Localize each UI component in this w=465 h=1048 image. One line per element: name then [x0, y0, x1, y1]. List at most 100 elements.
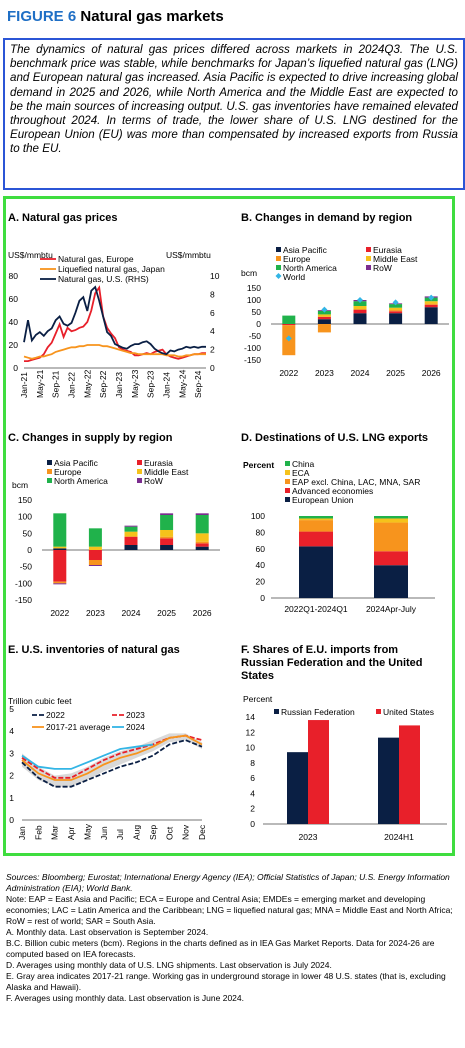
chart-f-xtick-0: 2023 — [299, 832, 318, 842]
chart-e-series-0 — [21, 739, 203, 788]
chart-b-bar-4-0 — [282, 315, 296, 324]
chart-b-bar-3-1 — [317, 314, 331, 317]
chart-e-xtick-4: May — [82, 823, 92, 840]
chart-a-legend-label-1: Liquefied natural gas, Japan — [58, 264, 165, 274]
chart-f-y-tick-0: 0 — [250, 819, 255, 829]
chart-c-legend-label-1: Eurasia — [144, 458, 173, 468]
chart-c-bar-5-2 — [124, 525, 138, 527]
chart-d-y-tick-3: 60 — [256, 544, 266, 554]
chart-f-ylabel: Percent — [243, 694, 273, 704]
chart-b-bar-3-3 — [389, 307, 403, 311]
chart-a-yleft-tick-3: 60 — [9, 294, 19, 304]
chart-a-legend-label-0: Natural gas, Europe — [58, 254, 134, 264]
chart-f-bar-0-1 — [378, 737, 399, 824]
chart-c-bar-5-4 — [195, 513, 209, 515]
chart-c-bar-0-3 — [160, 545, 174, 550]
note-sources: Sources: Bloomberg; Eurostat; Internatio… — [6, 872, 450, 893]
chart-b-bar-1-3 — [389, 311, 403, 314]
chart-c-bar-3-3 — [160, 530, 174, 537]
chart-b-legend-label-2: Europe — [283, 254, 311, 264]
chart-b-xtick-2: 2024 — [351, 368, 370, 378]
chart-b-y-tick-1: -100 — [244, 343, 261, 353]
chart-e-xtick-0: Jan — [17, 826, 27, 840]
chart-e-y-tick-1: 1 — [9, 793, 14, 803]
panel-e-title: E. U.S. inventories of natural gas — [8, 644, 180, 656]
chart-b-bar-2-1 — [317, 324, 331, 333]
chart-e-y-tick-5: 5 — [9, 704, 14, 714]
chart-f-svg: Percent 0 2 4 6 8 10 12 14 2023 2024H1 Russian Fede… — [243, 694, 447, 842]
chart-e-xtick-2: Mar — [50, 825, 60, 840]
note-e: E. Gray area indicates 2017-21 range. Wo… — [6, 971, 446, 992]
chart-c-bar-4-0 — [53, 513, 67, 547]
chart-e-legend-label-3: 2024 — [126, 722, 145, 732]
chart-f-legend-swatch-1 — [376, 709, 381, 714]
chart-b-y-tick-2: -50 — [249, 331, 262, 341]
panel-e: E. U.S. inventories of natural gas Trill… — [6, 636, 228, 851]
chart-f-bar-1-0 — [308, 720, 329, 824]
chart-d-legend-swatch-2 — [285, 479, 290, 484]
chart-c-bar-3-0 — [53, 546, 67, 549]
chart-a-yright-tick-4: 8 — [210, 289, 215, 299]
chart-c-xtick-4: 2026 — [193, 608, 212, 618]
chart-a-xtick-7: May-23 — [130, 369, 140, 398]
chart-a-yright-tick-5: 10 — [210, 271, 220, 281]
chart-d-y-tick-5: 100 — [251, 511, 265, 521]
chart-b-bar-1-4 — [424, 304, 438, 308]
chart-a-xtick-8: Sep-23 — [146, 370, 156, 398]
charts-frame — [3, 196, 455, 856]
chart-b-legend-swatch-0 — [276, 247, 281, 252]
chart-d-bar-0-0 — [299, 516, 333, 519]
chart-b-legend-label-0: Asia Pacific — [283, 245, 328, 255]
figure-title-text: Natural gas markets — [80, 8, 224, 25]
chart-b-bar-1-0 — [282, 324, 296, 326]
chart-a-yright-tick-0: 0 — [210, 363, 215, 373]
chart-d-ylabel: Percent — [243, 460, 274, 470]
chart-c-legend-label-3: Middle East — [144, 467, 189, 477]
chart-f-y-tick-7: 14 — [246, 712, 256, 722]
chart-a-xtick-6: Jan-23 — [114, 372, 124, 398]
chart-e-series-2 — [21, 734, 203, 781]
chart-c-bar-1-0 — [53, 550, 67, 582]
chart-b-xtick-0: 2022 — [279, 368, 298, 378]
chart-c-bar-4-4 — [195, 515, 209, 534]
chart-f-y-tick-6: 12 — [246, 727, 256, 737]
chart-d-bar-4-0 — [299, 546, 333, 598]
chart-a-xtick-9: Jan-24 — [161, 372, 171, 398]
chart-c-legend-swatch-5 — [137, 478, 142, 483]
chart-c-legend-swatch-3 — [137, 469, 142, 474]
chart-d-legend-swatch-0 — [285, 461, 290, 466]
note-bc: B.C. Billion cubic meters (bcm). Regions… — [6, 938, 435, 959]
chart-e-xtick-9: Oct — [164, 826, 174, 840]
panel-b-title: B. Changes in demand by region — [241, 212, 413, 224]
chart-a-xtick-3: Jan-22 — [66, 372, 76, 398]
panel-a: A. Natural gas prices US$/mmbtu US$/mmbtu… — [6, 206, 228, 416]
chart-e-xtick-8: Sep — [148, 825, 158, 840]
chart-b-bar-0-3 — [389, 313, 403, 324]
chart-c-bar-1-2 — [124, 536, 138, 545]
chart-c-legend-swatch-2 — [47, 469, 52, 474]
chart-b-y-tick-3: 0 — [256, 319, 261, 329]
chart-b-y-tick-6: 150 — [247, 283, 261, 293]
chart-f-xtick-1: 2024H1 — [384, 832, 414, 842]
chart-e-series-3 — [21, 743, 154, 770]
chart-a-series-1 — [23, 344, 206, 360]
chart-c-legend-label-5: RoW — [144, 476, 163, 486]
chart-a-xtick-4: May-22 — [82, 369, 92, 398]
chart-c-legend-label-0: Asia Pacific — [54, 458, 99, 468]
chart-c-y-tick-3: 0 — [27, 545, 32, 555]
chart-b-y-tick-0: -150 — [244, 355, 261, 365]
chart-c-y-tick-2: -50 — [20, 562, 33, 572]
chart-a-series-2 — [23, 285, 206, 356]
chart-b-bar-3-2 — [353, 306, 367, 310]
chart-b-world-marker-4 — [428, 294, 435, 301]
chart-a-ylabel-left: US$/mmbtu — [8, 250, 53, 260]
chart-b-bar-2-4 — [424, 303, 438, 305]
chart-b-bar-3-4 — [424, 301, 438, 304]
chart-f-legend-label-0: Russian Federation — [281, 707, 355, 717]
chart-d-y-tick-0: 0 — [260, 593, 265, 603]
chart-b-bar-4-3 — [389, 304, 403, 308]
chart-e-y-tick-2: 2 — [9, 771, 14, 781]
chart-e-xtick-3: Apr — [66, 827, 76, 840]
chart-e-range-area — [22, 733, 202, 787]
chart-d-y-tick-1: 20 — [256, 577, 266, 587]
